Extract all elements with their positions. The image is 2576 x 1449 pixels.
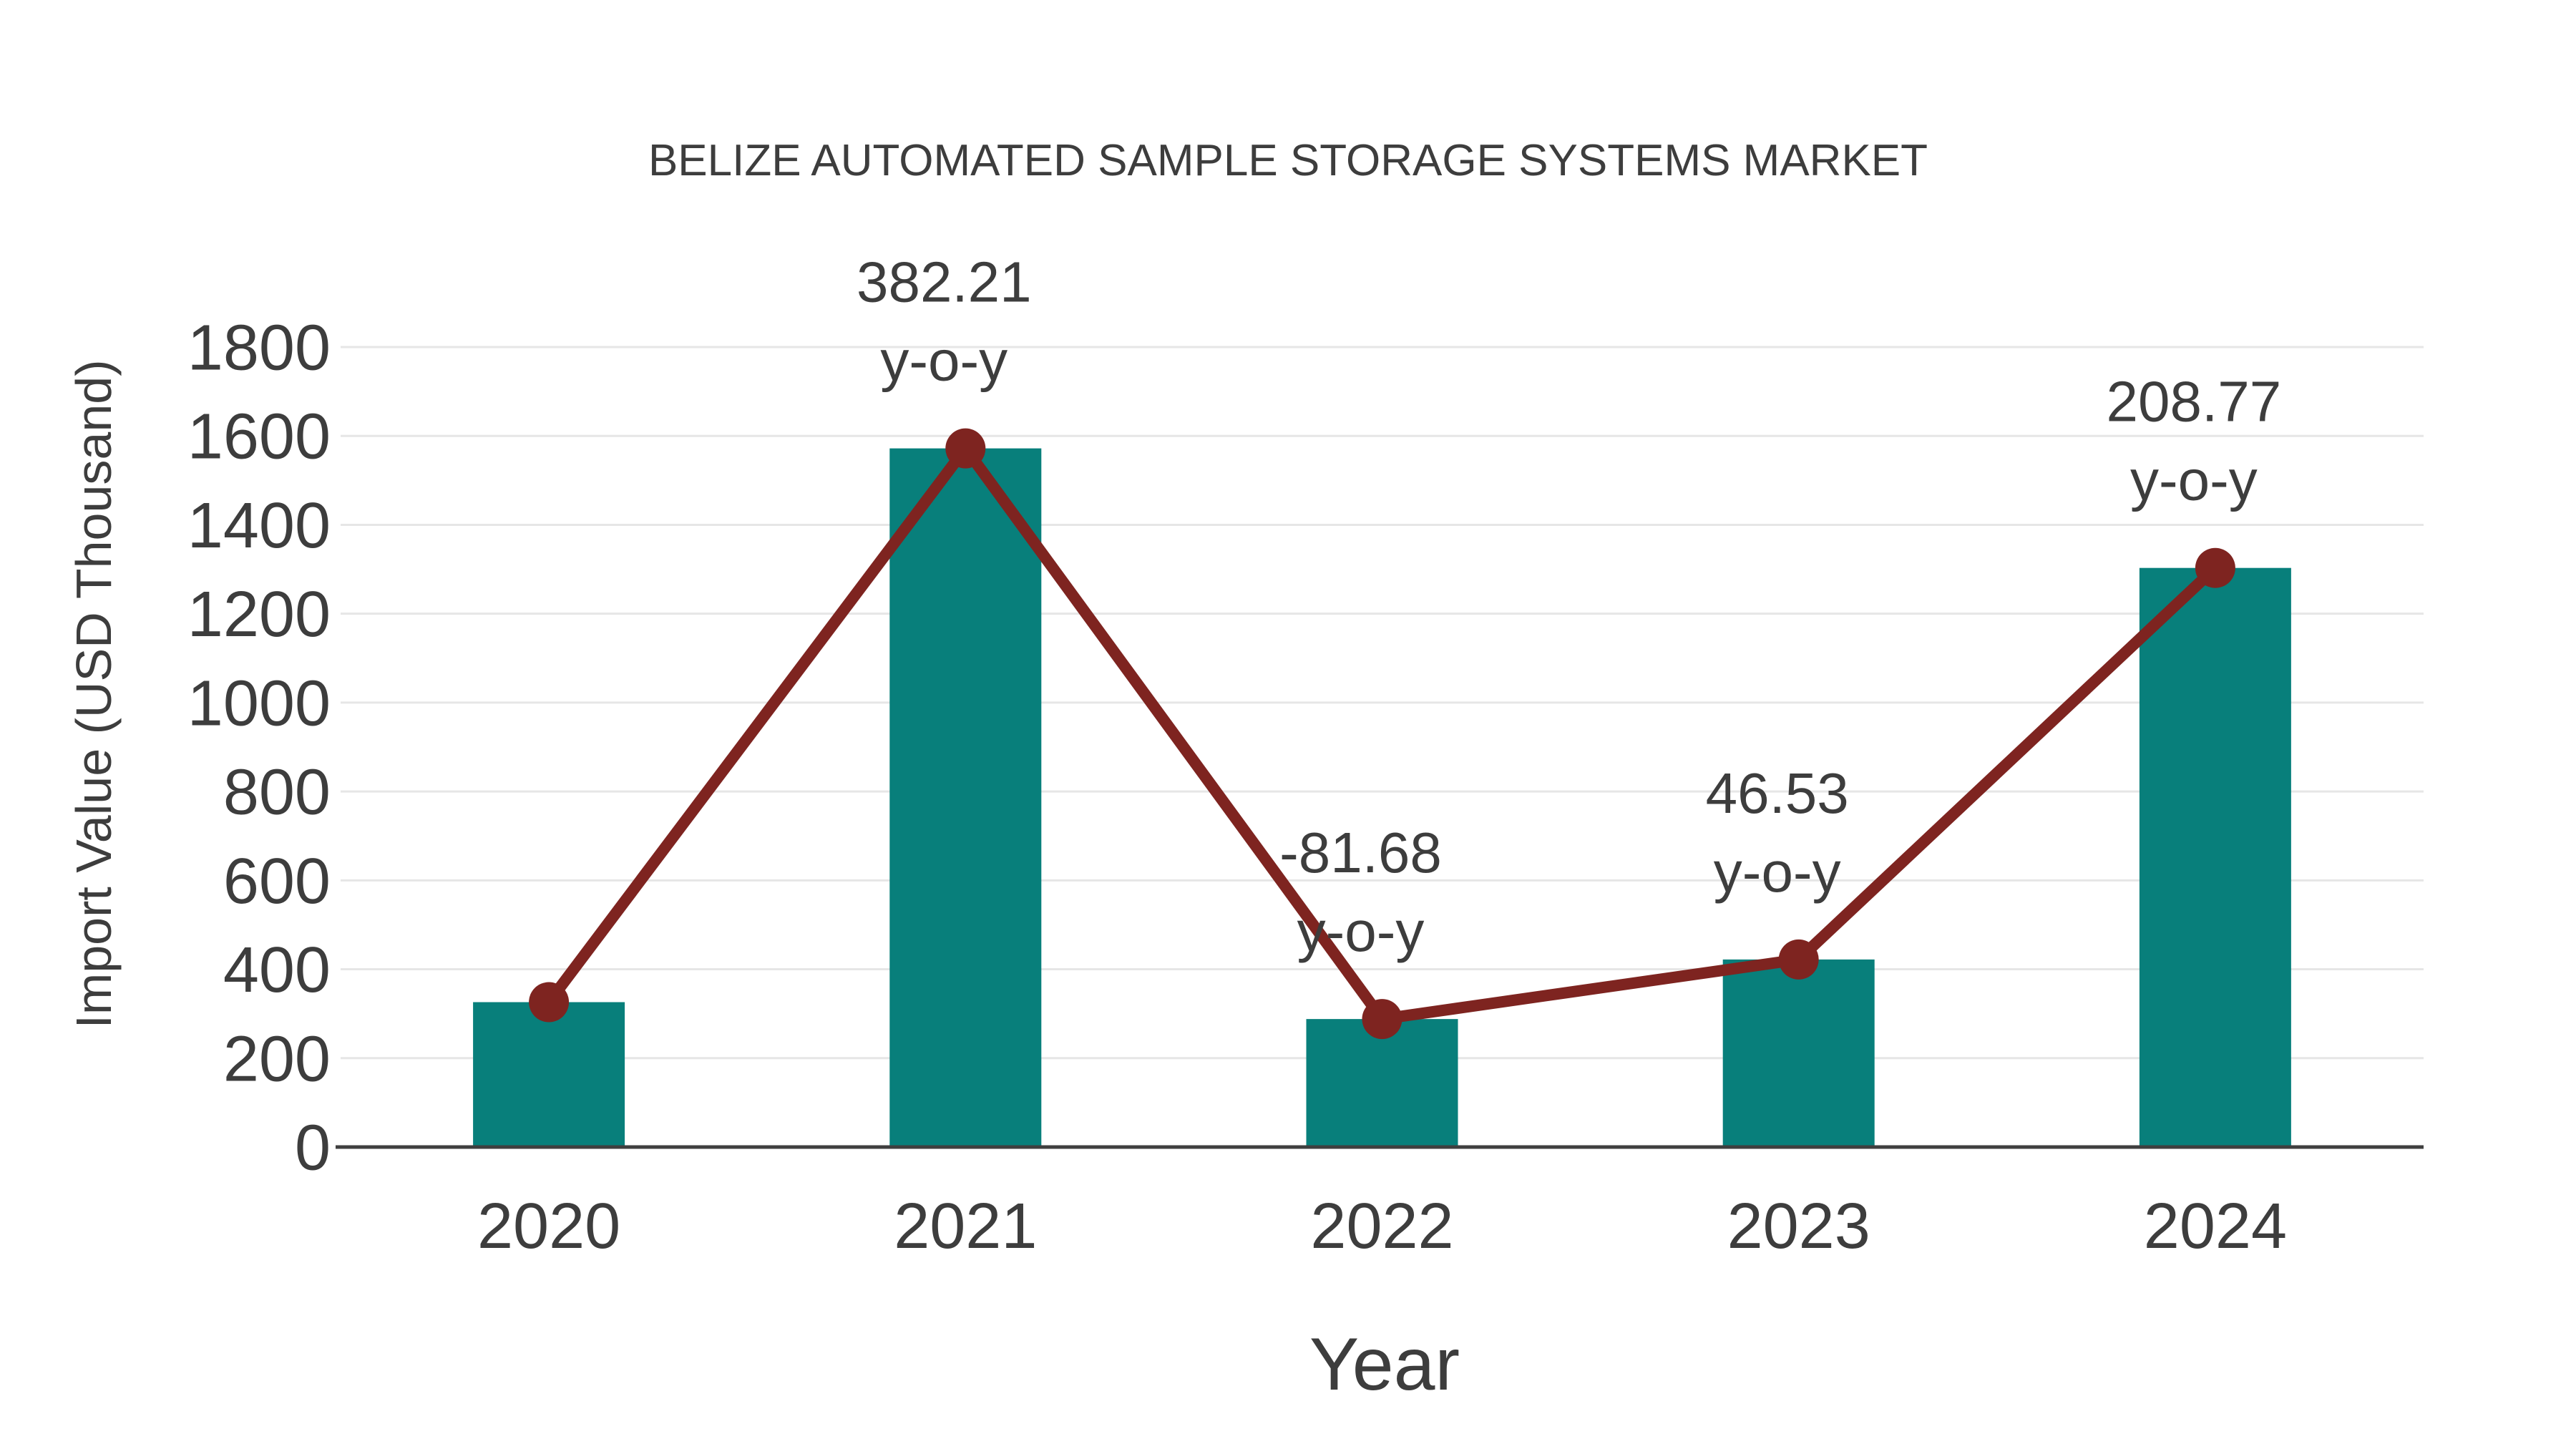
y-axis-tick-labels: 0 200 400 600 800 1000 1200 1400 1600 1800 — [187, 313, 331, 1184]
point-label-value-2022: -81.68 — [1279, 821, 1442, 884]
line-series — [529, 428, 2235, 1040]
bar-2020 — [473, 1002, 625, 1147]
y-tick-label-800: 800 — [223, 757, 331, 829]
y-tick-label-400: 400 — [223, 935, 331, 1006]
point-label-suffix-2021: y-o-y — [880, 329, 1008, 393]
point-label-value-2023: 46.53 — [1706, 761, 1849, 825]
y-tick-label-1600: 1600 — [187, 401, 331, 473]
point-label-value-2021: 382.21 — [857, 250, 1032, 314]
x-tick-label-2024: 2024 — [2144, 1191, 2287, 1262]
y-tick-label-0: 0 — [295, 1113, 331, 1184]
bar-2022 — [1306, 1019, 1458, 1147]
point-labels: 382.21 y-o-y -81.68 y-o-y 46.53 y-o-y 208.77 y-… — [857, 250, 2281, 964]
x-axis-tick-labels: 2020 2021 2022 2023 2024 — [477, 1191, 2287, 1262]
bar-2024 — [2139, 567, 2291, 1147]
bar-2021 — [889, 448, 1042, 1147]
gridlines — [341, 346, 2424, 1060]
y-tick-label-1800: 1800 — [187, 313, 331, 384]
marker-2024 — [2195, 547, 2235, 588]
point-label-suffix-2022: y-o-y — [1297, 899, 1425, 963]
marker-2022 — [1362, 999, 1402, 1040]
point-label-suffix-2023: y-o-y — [1714, 840, 1841, 904]
chart-title: BELIZE AUTOMATED SAMPLE STORAGE SYSTEMS … — [648, 136, 1928, 185]
marker-2021 — [945, 428, 986, 469]
x-tick-label-2022: 2022 — [1310, 1191, 1453, 1262]
x-tick-label-2023: 2023 — [1727, 1191, 1870, 1262]
marker-2020 — [529, 982, 570, 1023]
point-label-value-2024: 208.77 — [2107, 370, 2282, 434]
x-tick-label-2021: 2021 — [894, 1191, 1037, 1262]
point-label-suffix-2024: y-o-y — [2130, 449, 2258, 512]
y-tick-label-1000: 1000 — [187, 668, 331, 739]
y-tick-label-600: 600 — [223, 846, 331, 917]
bar-series — [473, 448, 2291, 1147]
marker-2023 — [1778, 939, 1819, 980]
y-tick-label-1400: 1400 — [187, 490, 331, 562]
y-tick-label-200: 200 — [223, 1023, 331, 1095]
x-tick-label-2020: 2020 — [477, 1191, 620, 1262]
y-tick-label-1200: 1200 — [187, 579, 331, 650]
bar-2023 — [1722, 959, 1875, 1147]
x-axis-title: Year — [1309, 1323, 1460, 1406]
y-axis-title: Import Value (USD Thousand) — [66, 359, 122, 1028]
